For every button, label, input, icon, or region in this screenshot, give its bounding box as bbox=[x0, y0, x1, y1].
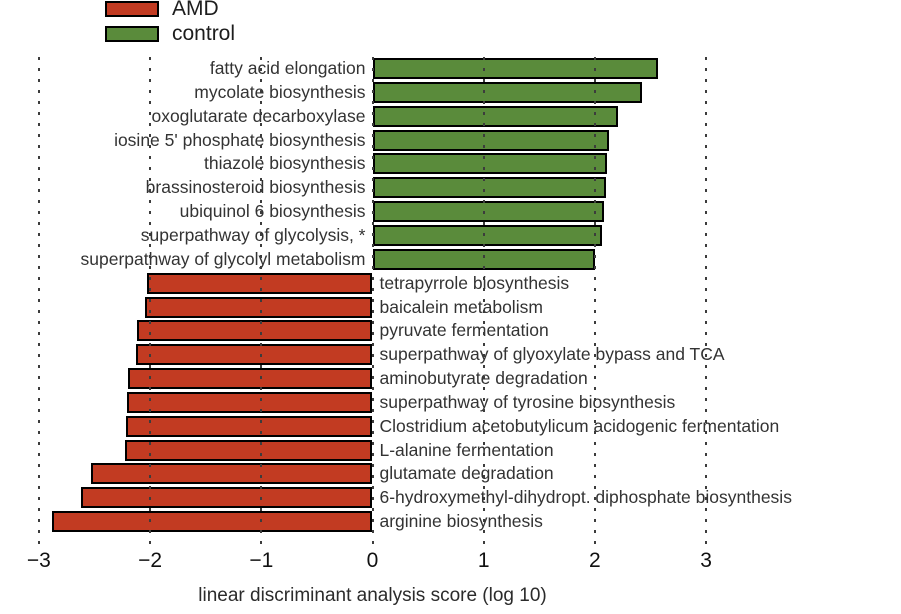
x-tick-label-1: 1 bbox=[477, 549, 490, 572]
bar-label: arginine biosynthesis bbox=[379, 511, 543, 532]
bar-row: iosine 5' phosphate biosynthesis bbox=[0, 129, 901, 153]
bar-label: tetrapyrrole biosynthesis bbox=[379, 272, 570, 293]
x-tick-label--2: −2 bbox=[138, 549, 163, 572]
bar-control bbox=[372, 177, 607, 199]
bar-control bbox=[372, 81, 642, 103]
bar-label: glutamate degradation bbox=[379, 463, 554, 484]
gridline-x-1 bbox=[482, 57, 485, 547]
bar-row: pyruvate fermentation bbox=[0, 319, 901, 343]
bar-row: brassinosteroid biosynthesis bbox=[0, 176, 901, 200]
x-tick-label-0: 0 bbox=[366, 549, 379, 572]
bar-row: oxoglutarate decarboxylase bbox=[0, 105, 901, 129]
bar-AMD bbox=[146, 272, 373, 294]
bar-AMD bbox=[127, 368, 373, 390]
gridline-x-0 bbox=[371, 57, 374, 547]
bar-label: baicalein metabolism bbox=[379, 296, 543, 317]
bar-row: superpathway of glyoxylate bypass and TC… bbox=[0, 343, 901, 367]
bar-label: superpathway of tyrosine biosynthesis bbox=[379, 391, 676, 412]
bar-control bbox=[372, 224, 602, 246]
gridline-x--2 bbox=[149, 57, 152, 547]
bar-row: tetrapyrrole biosynthesis bbox=[0, 272, 901, 296]
bar-row: superpathway of glycolysis, * bbox=[0, 224, 901, 248]
bar-row: Clostridium acetobutylicum acidogenic fe… bbox=[0, 415, 901, 439]
bar-label: mycolate biosynthesis bbox=[194, 81, 366, 102]
bar-AMD bbox=[81, 487, 373, 509]
x-tick-label--3: −3 bbox=[26, 549, 51, 572]
bar-row: 6-hydroxymethyl-dihydropt. diphosphate b… bbox=[0, 486, 901, 510]
bar-label: fatty acid elongation bbox=[209, 58, 366, 78]
control-legend-swatch bbox=[105, 26, 159, 42]
bar-row: baicalein metabolism bbox=[0, 296, 901, 320]
bar-label: oxoglutarate decarboxylase bbox=[151, 105, 366, 126]
bar-AMD bbox=[144, 296, 373, 318]
x-tick-label--1: −1 bbox=[249, 549, 274, 572]
bar-label: L-alanine fermentation bbox=[379, 439, 554, 460]
x-axis-title: linear discriminant analysis score (log … bbox=[198, 585, 547, 606]
bar-control bbox=[372, 129, 610, 151]
amd-legend-swatch bbox=[105, 1, 159, 17]
bar-row: superpathway of glycolyl metabolism bbox=[0, 248, 901, 272]
bar-row: aminobutyrate degradation bbox=[0, 367, 901, 391]
bar-label: ubiquinol 6 biosynthesis bbox=[179, 201, 366, 222]
x-tick-label-3: 3 bbox=[700, 549, 712, 572]
bar-label: iosine 5' phosphate biosynthesis bbox=[114, 129, 366, 150]
bar-label: thiazole biosynthesis bbox=[204, 153, 366, 174]
bar-AMD bbox=[136, 320, 373, 342]
bar-AMD bbox=[135, 344, 373, 366]
x-tick-label-2: 2 bbox=[589, 549, 601, 572]
bar-control bbox=[372, 201, 604, 223]
bar-label: brassinosteroid biosynthesis bbox=[145, 177, 366, 198]
bar-label: 6-hydroxymethyl-dihydropt. diphosphate b… bbox=[379, 487, 792, 508]
bar-label: superpathway of glyoxylate bypass and TC… bbox=[379, 344, 725, 365]
bar-control bbox=[372, 58, 659, 79]
gridline-x-3 bbox=[705, 57, 708, 547]
control-legend-label: control bbox=[172, 22, 236, 45]
gridline-x--1 bbox=[260, 57, 263, 547]
bar-label: Clostridium acetobutylicum acidogenic fe… bbox=[379, 415, 780, 436]
bar-row: L-alanine fermentation bbox=[0, 439, 901, 463]
bar-row: thiazole biosynthesis bbox=[0, 152, 901, 176]
bar-row: ubiquinol 6 biosynthesis bbox=[0, 200, 901, 224]
bar-label: superpathway of glycolyl metabolism bbox=[80, 248, 366, 269]
bar-AMD bbox=[124, 439, 373, 461]
bar-label: superpathway of glycolysis, * bbox=[140, 224, 366, 245]
bar-AMD bbox=[91, 463, 373, 485]
amd-legend-label: AMD bbox=[172, 0, 219, 20]
bar-row: mycolate biosynthesis bbox=[0, 81, 901, 105]
gridline-x--3 bbox=[37, 57, 40, 547]
bar-row: arginine biosynthesis bbox=[0, 510, 901, 534]
bar-control bbox=[372, 153, 608, 175]
bar-row: fatty acid elongation bbox=[0, 57, 901, 81]
bar-AMD bbox=[126, 391, 373, 413]
bar-label: pyruvate fermentation bbox=[379, 320, 549, 341]
gridline-x-2 bbox=[593, 57, 596, 547]
bar-row: superpathway of tyrosine biosynthesis bbox=[0, 391, 901, 415]
bar-control bbox=[372, 105, 619, 127]
bar-AMD bbox=[52, 511, 373, 533]
bar-AMD bbox=[125, 415, 373, 437]
bar-row: glutamate degradation bbox=[0, 462, 901, 486]
